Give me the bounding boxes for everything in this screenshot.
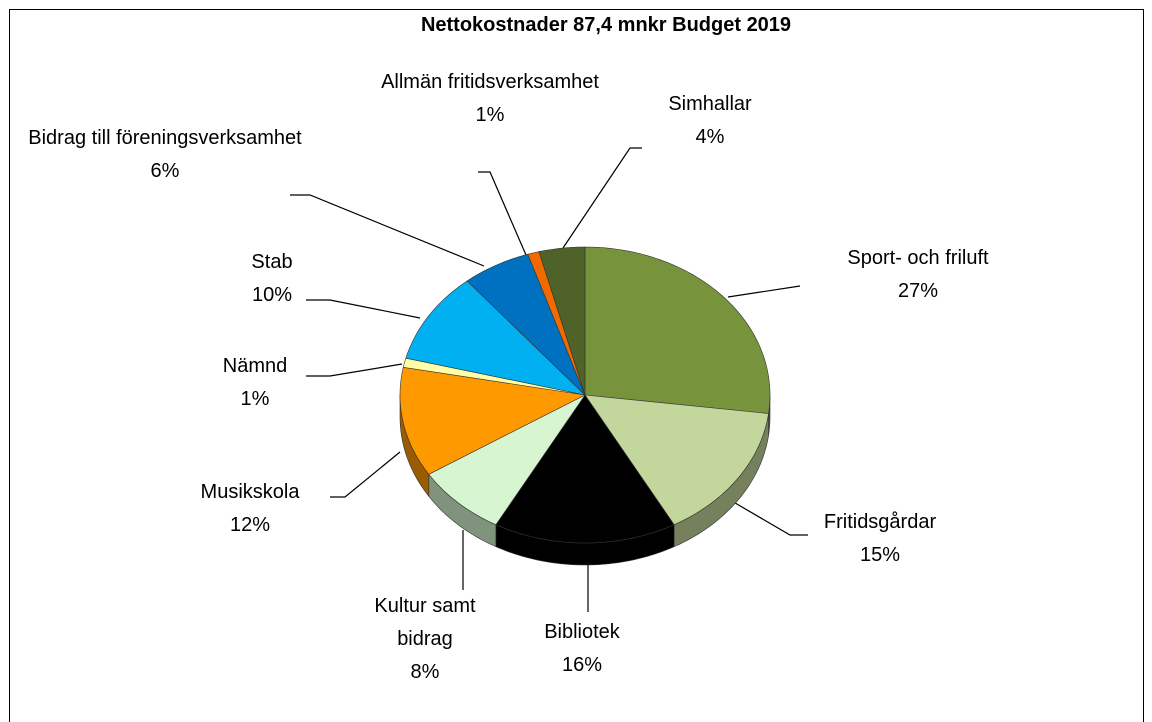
pie (399, 246, 771, 566)
category-label: Allmän fritidsverksamhet (381, 71, 599, 93)
slice-label: Allmän fritidsverksamhet 1% (370, 66, 610, 132)
slice-label: Simhallar 4% (668, 88, 751, 154)
slice-label: Kultur samt bidrag 8% (345, 590, 505, 689)
slice-label: Nämnd 1% (223, 350, 287, 416)
chart-title: Nettokostnader 87,4 mnkr Budget 2019 (420, 14, 792, 36)
category-label: Bibliotek (544, 621, 620, 643)
value-label: 27% (897, 280, 939, 302)
value-label: 1% (475, 104, 505, 126)
slice-label: Bidrag till föreningsverksamhet 6% (15, 122, 315, 188)
pie-slice (584, 246, 771, 414)
pie-slice (538, 246, 586, 396)
pie-slice (584, 394, 769, 526)
category-label: Simhallar (668, 93, 752, 115)
value-label: 10% (251, 284, 293, 306)
value-label: 8% (410, 661, 440, 683)
pie-slice (405, 280, 586, 396)
pie-slice (428, 394, 586, 526)
category-label: Musikskola (200, 481, 300, 503)
leader-lines (290, 147, 808, 612)
leader-line (306, 363, 403, 377)
category-label: Kultur samt bidrag (374, 595, 476, 650)
category-label: Sport- och friluft (847, 247, 989, 269)
category-label: Stab (251, 251, 293, 273)
leader-line (290, 194, 485, 267)
category-label: Bidrag till föreningsverksamhet (28, 127, 302, 149)
slice-label: Musikskola 12% (201, 476, 300, 542)
slice-label: Fritidsgårdar 15% (824, 506, 936, 572)
frame (9, 9, 1144, 722)
leader-line (562, 147, 642, 249)
value-label: 16% (561, 654, 603, 676)
value-label: 1% (240, 388, 270, 410)
value-label: 4% (695, 126, 725, 148)
category-label: Fritidsgårdar (823, 511, 937, 533)
leader-line (478, 171, 527, 256)
slice-label: Sport- och friluft 27% (847, 242, 988, 308)
leader-line (330, 451, 401, 498)
slice-label: Bibliotek 16% (544, 616, 620, 682)
slice-label: Stab 10% (251, 246, 292, 312)
value-label: 6% (150, 160, 180, 182)
pie-slice (399, 366, 586, 475)
leader-line (729, 499, 808, 536)
leader-line (306, 299, 421, 319)
leader-line (727, 285, 801, 298)
value-label: 15% (859, 544, 901, 566)
pie-slice (466, 253, 586, 396)
pie-slice (495, 394, 675, 544)
category-label: Nämnd (222, 355, 288, 377)
value-label: 12% (229, 514, 271, 536)
